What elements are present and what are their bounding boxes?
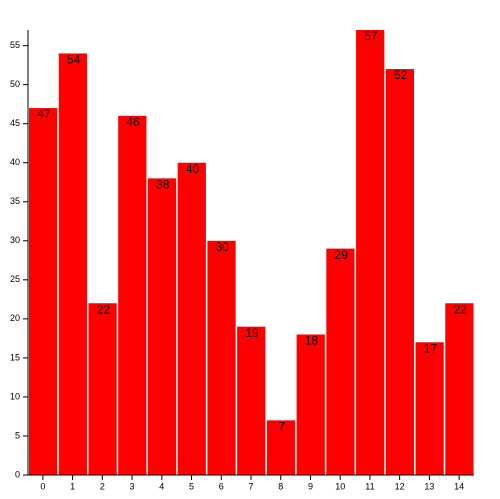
y-tick-label: 30 — [10, 235, 20, 245]
y-tick-label: 50 — [10, 79, 20, 89]
bar — [266, 420, 296, 475]
x-tick-label: 13 — [424, 481, 434, 491]
x-tick-label: 10 — [335, 481, 345, 491]
bar — [445, 303, 474, 475]
bar — [58, 53, 87, 475]
x-tick-label: 7 — [248, 481, 253, 491]
y-tick-label: 0 — [15, 469, 20, 479]
value-label: 57 — [364, 29, 378, 43]
y-tick-label: 20 — [10, 313, 20, 323]
bar — [177, 162, 206, 475]
x-tick-label: 8 — [278, 481, 283, 491]
value-label: 29 — [335, 248, 349, 262]
x-tick-label: 14 — [454, 481, 464, 491]
bar — [296, 334, 325, 475]
x-tick-label: 9 — [308, 481, 313, 491]
x-tick-label: 4 — [159, 481, 164, 491]
x-tick-label: 0 — [40, 481, 45, 491]
x-tick-label: 11 — [365, 481, 374, 491]
bar — [118, 115, 147, 475]
bar — [29, 108, 58, 475]
y-tick-label: 45 — [10, 118, 20, 128]
y-tick-label: 5 — [15, 430, 20, 440]
y-tick-label: 15 — [10, 352, 20, 362]
x-tick-label: 5 — [189, 481, 194, 491]
value-label: 22 — [453, 302, 467, 316]
value-label: 17 — [424, 341, 438, 355]
value-label: 52 — [394, 68, 408, 82]
value-label: 30 — [216, 240, 230, 254]
x-tick-label: 1 — [70, 481, 75, 491]
bar — [237, 326, 266, 475]
bar — [385, 69, 415, 475]
y-tick-label: 40 — [10, 157, 20, 167]
value-label: 18 — [305, 334, 319, 348]
x-tick-label: 2 — [100, 481, 105, 491]
x-tick-label: 12 — [395, 481, 405, 491]
y-tick-label: 55 — [10, 40, 20, 50]
y-tick-label: 10 — [10, 391, 20, 401]
bar — [88, 303, 117, 475]
y-tick-label: 35 — [10, 196, 20, 206]
value-label: 19 — [245, 326, 259, 340]
bar — [207, 240, 236, 475]
value-label: 22 — [97, 302, 111, 316]
y-tick-label: 25 — [10, 274, 20, 284]
value-label: 38 — [156, 178, 170, 192]
bar — [415, 342, 444, 475]
bar — [147, 178, 177, 476]
bar — [356, 30, 385, 475]
value-label: 54 — [67, 53, 81, 67]
bar — [326, 248, 355, 475]
value-label: 47 — [37, 107, 51, 121]
value-label: 46 — [126, 115, 140, 129]
x-tick-label: 3 — [130, 481, 135, 491]
value-label: 7 — [278, 420, 285, 434]
value-label: 40 — [186, 162, 200, 176]
x-tick-label: 6 — [219, 481, 224, 491]
